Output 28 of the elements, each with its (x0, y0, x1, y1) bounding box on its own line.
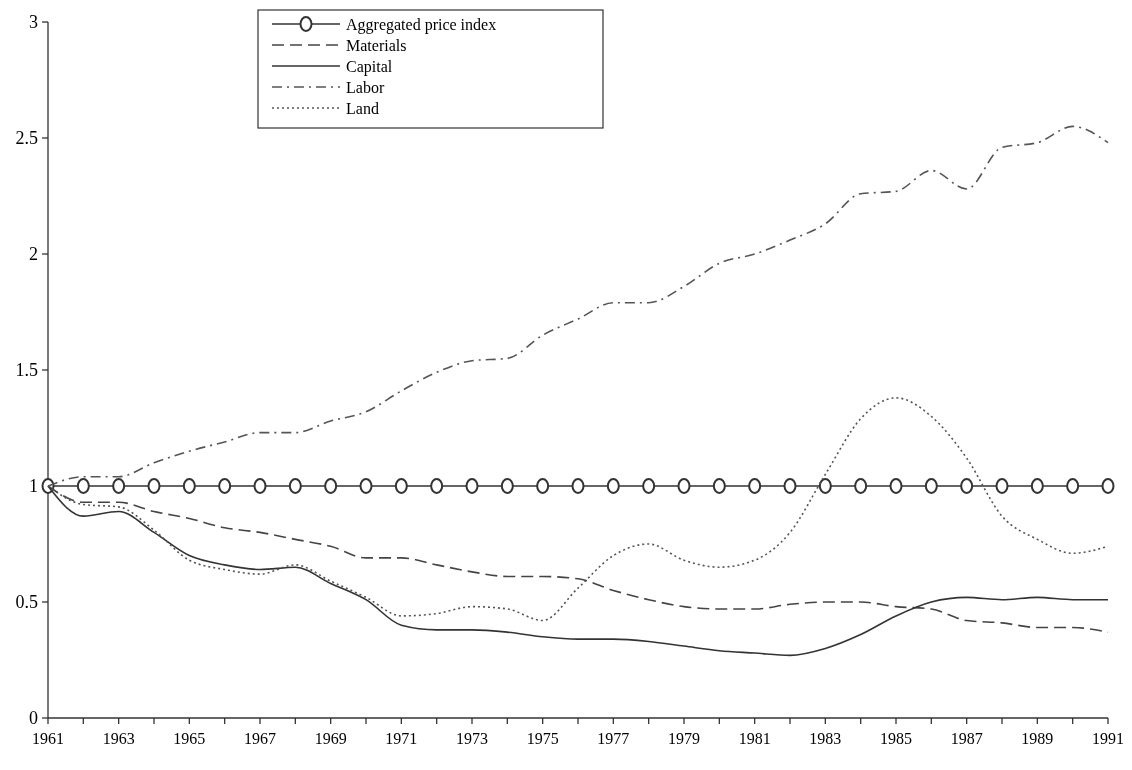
legend-label: Capital (346, 57, 393, 76)
x-tick-label: 1971 (385, 730, 418, 747)
y-tick-label: 2.5 (15, 128, 38, 149)
x-tick-label: 1975 (526, 730, 559, 747)
x-tick-label: 1967 (244, 730, 276, 747)
y-tick-label: 2 (29, 244, 38, 265)
y-tick-label: 0 (29, 708, 38, 729)
x-tick-label: 1963 (102, 730, 135, 747)
y-tick-label: 0.5 (15, 592, 38, 613)
x-tick-label: 1989 (1021, 730, 1054, 747)
x-tick-label: 1983 (809, 730, 842, 747)
x-tick-label: 1969 (314, 730, 347, 747)
legend-label: Labor (346, 78, 385, 96)
x-tick-label: 1981 (738, 730, 771, 747)
y-tick-label: 3 (29, 12, 38, 33)
x-tick-label: 1977 (597, 730, 630, 747)
x-tick-label: 1987 (950, 730, 983, 747)
y-tick-label: 1.5 (15, 360, 38, 381)
legend-label: Aggregated price index (346, 15, 497, 34)
x-tick-label: 1991 (1092, 730, 1124, 747)
legend-label: Land (346, 99, 379, 117)
x-tick-label: 1985 (880, 730, 912, 747)
y-tick-label: 1 (29, 476, 38, 497)
x-tick-label: 1961 (32, 730, 64, 747)
x-tick-label: 1973 (456, 730, 488, 747)
x-tick-label: 1979 (668, 730, 700, 747)
x-tick-label: 1965 (173, 730, 206, 747)
legend-label: Materials (346, 36, 407, 54)
